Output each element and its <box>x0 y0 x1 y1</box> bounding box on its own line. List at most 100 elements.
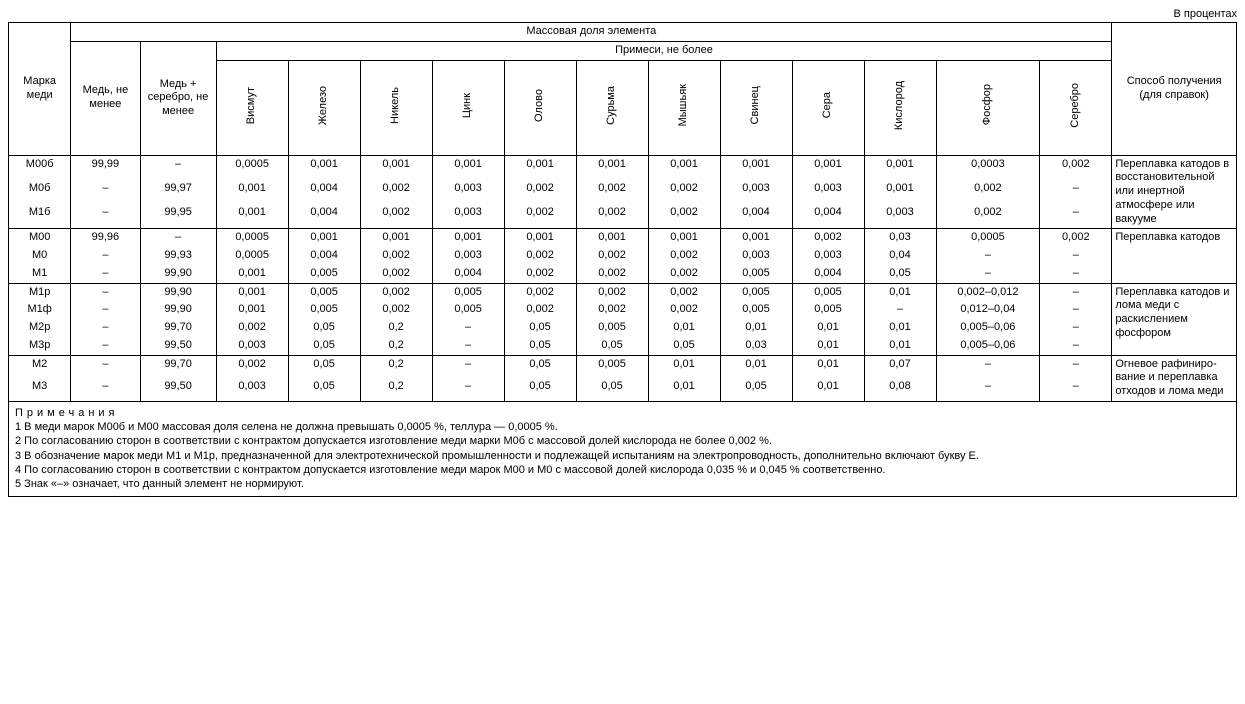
cell-pb: 0,005 <box>720 301 792 319</box>
cell-ni: 0,2 <box>360 378 432 401</box>
cell-fe: 0,05 <box>288 378 360 401</box>
cell-cuag: 99,50 <box>140 337 216 355</box>
cell-zn: – <box>432 378 504 401</box>
col-cu-min: Медь, не менее <box>71 41 140 155</box>
cell-mark: М2р <box>9 319 71 337</box>
col-s: Сера <box>792 60 864 155</box>
col-method: Способ получения (для справок) <box>1112 23 1237 156</box>
cell-as: 0,001 <box>648 229 720 247</box>
table-row: М1б–99,950,0010,0040,0020,0030,0020,0020… <box>9 204 1237 229</box>
cell-o: – <box>864 301 936 319</box>
cell-sn: 0,002 <box>504 301 576 319</box>
cell-s: 0,005 <box>792 301 864 319</box>
copper-grades-table: Марка меди Массовая доля элемента Способ… <box>8 22 1237 497</box>
cell-method: Огневое рафиниро­вание и переплавка отхо… <box>1112 355 1237 401</box>
cell-cuag: 99,70 <box>140 319 216 337</box>
cell-cuag: 99,90 <box>140 283 216 301</box>
col-cu-ag-min: Медь + серебро, не менее <box>140 41 216 155</box>
col-p: Фосфор <box>936 60 1040 155</box>
cell-zn: 0,005 <box>432 283 504 301</box>
cell-cu: – <box>71 265 140 283</box>
cell-sb: 0,002 <box>576 265 648 283</box>
cell-ag: – <box>1040 319 1112 337</box>
cell-mark: М0б <box>9 180 71 204</box>
col-impurities: Примеси, не более <box>216 41 1112 60</box>
cell-bi: 0,001 <box>216 301 288 319</box>
cell-cu: – <box>71 247 140 265</box>
cell-ni: 0,002 <box>360 265 432 283</box>
cell-sb: 0,002 <box>576 247 648 265</box>
cell-zn: – <box>432 355 504 378</box>
cell-cu: – <box>71 301 140 319</box>
cell-s: 0,01 <box>792 378 864 401</box>
cell-as: 0,002 <box>648 265 720 283</box>
cell-fe: 0,004 <box>288 247 360 265</box>
col-bi: Висмут <box>216 60 288 155</box>
note-line: 1 В меди марок М00б и М00 массовая доля … <box>15 420 1230 434</box>
cell-pb: 0,001 <box>720 229 792 247</box>
cell-sb: 0,005 <box>576 319 648 337</box>
table-row: М1ф–99,900,0010,0050,0020,0050,0020,0020… <box>9 301 1237 319</box>
cell-s: 0,001 <box>792 155 864 180</box>
cell-bi: 0,003 <box>216 378 288 401</box>
cell-as: 0,002 <box>648 247 720 265</box>
cell-sn: 0,002 <box>504 180 576 204</box>
cell-p: 0,005–0,06 <box>936 319 1040 337</box>
cell-p: 0,0003 <box>936 155 1040 180</box>
notes-list: 1 В меди марок М00б и М00 массовая доля … <box>15 420 1230 491</box>
cell-method: Переплавка катодов <box>1112 229 1237 283</box>
cell-sb: 0,005 <box>576 355 648 378</box>
cell-cuag: 99,93 <box>140 247 216 265</box>
cell-bi: 0,0005 <box>216 229 288 247</box>
cell-ni: 0,001 <box>360 155 432 180</box>
col-ag: Серебро <box>1040 60 1112 155</box>
cell-o: 0,07 <box>864 355 936 378</box>
cell-cu: – <box>71 355 140 378</box>
cell-bi: 0,002 <box>216 355 288 378</box>
cell-cuag: 99,95 <box>140 204 216 229</box>
col-sn: Олово <box>504 60 576 155</box>
cell-cuag: – <box>140 155 216 180</box>
cell-sn: 0,002 <box>504 283 576 301</box>
cell-ni: 0,001 <box>360 229 432 247</box>
cell-fe: 0,001 <box>288 155 360 180</box>
cell-o: 0,01 <box>864 319 936 337</box>
cell-cu: – <box>71 180 140 204</box>
cell-ni: 0,002 <box>360 204 432 229</box>
cell-s: 0,002 <box>792 229 864 247</box>
cell-zn: 0,003 <box>432 247 504 265</box>
cell-bi: 0,001 <box>216 180 288 204</box>
cell-zn: 0,004 <box>432 265 504 283</box>
cell-pb: 0,004 <box>720 204 792 229</box>
cell-s: 0,004 <box>792 265 864 283</box>
table-row: М0–99,930,00050,0040,0020,0030,0020,0020… <box>9 247 1237 265</box>
cell-ni: 0,002 <box>360 283 432 301</box>
cell-o: 0,01 <box>864 337 936 355</box>
unit-note: В процентах <box>8 8 1237 20</box>
table-row: М0б–99,970,0010,0040,0020,0030,0020,0020… <box>9 180 1237 204</box>
cell-fe: 0,001 <box>288 229 360 247</box>
table-row: М2–99,700,0020,050,2–0,050,0050,010,010,… <box>9 355 1237 378</box>
col-ni: Никель <box>360 60 432 155</box>
table-row: М2р–99,700,0020,050,2–0,050,0050,010,010… <box>9 319 1237 337</box>
cell-o: 0,003 <box>864 204 936 229</box>
cell-mark: М1б <box>9 204 71 229</box>
cell-pb: 0,03 <box>720 337 792 355</box>
cell-mark: М3р <box>9 337 71 355</box>
col-o: Кислород <box>864 60 936 155</box>
cell-pb: 0,005 <box>720 265 792 283</box>
cell-bi: 0,0005 <box>216 247 288 265</box>
cell-fe: 0,05 <box>288 337 360 355</box>
cell-sb: 0,05 <box>576 378 648 401</box>
cell-fe: 0,05 <box>288 319 360 337</box>
cell-as: 0,002 <box>648 301 720 319</box>
cell-sn: 0,05 <box>504 319 576 337</box>
cell-pb: 0,05 <box>720 378 792 401</box>
cell-s: 0,003 <box>792 180 864 204</box>
cell-sn: 0,05 <box>504 378 576 401</box>
cell-sb: 0,001 <box>576 229 648 247</box>
cell-o: 0,08 <box>864 378 936 401</box>
cell-fe: 0,05 <box>288 355 360 378</box>
cell-bi: 0,001 <box>216 204 288 229</box>
note-line: 2 По согласованию сторон в соответствии … <box>15 434 1230 448</box>
